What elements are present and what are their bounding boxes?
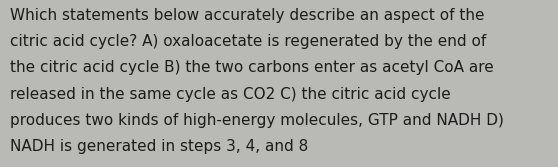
Text: NADH is generated in steps 3, 4, and 8: NADH is generated in steps 3, 4, and 8 <box>10 139 308 154</box>
Text: Which statements below accurately describe an aspect of the: Which statements below accurately descri… <box>10 8 484 23</box>
Text: citric acid cycle? A) oxaloacetate is regenerated by the end of: citric acid cycle? A) oxaloacetate is re… <box>10 34 486 49</box>
Text: the citric acid cycle B) the two carbons enter as acetyl CoA are: the citric acid cycle B) the two carbons… <box>10 60 494 75</box>
Text: released in the same cycle as CO2 C) the citric acid cycle: released in the same cycle as CO2 C) the… <box>10 87 451 102</box>
Text: produces two kinds of high-energy molecules, GTP and NADH D): produces two kinds of high-energy molecu… <box>10 113 504 128</box>
